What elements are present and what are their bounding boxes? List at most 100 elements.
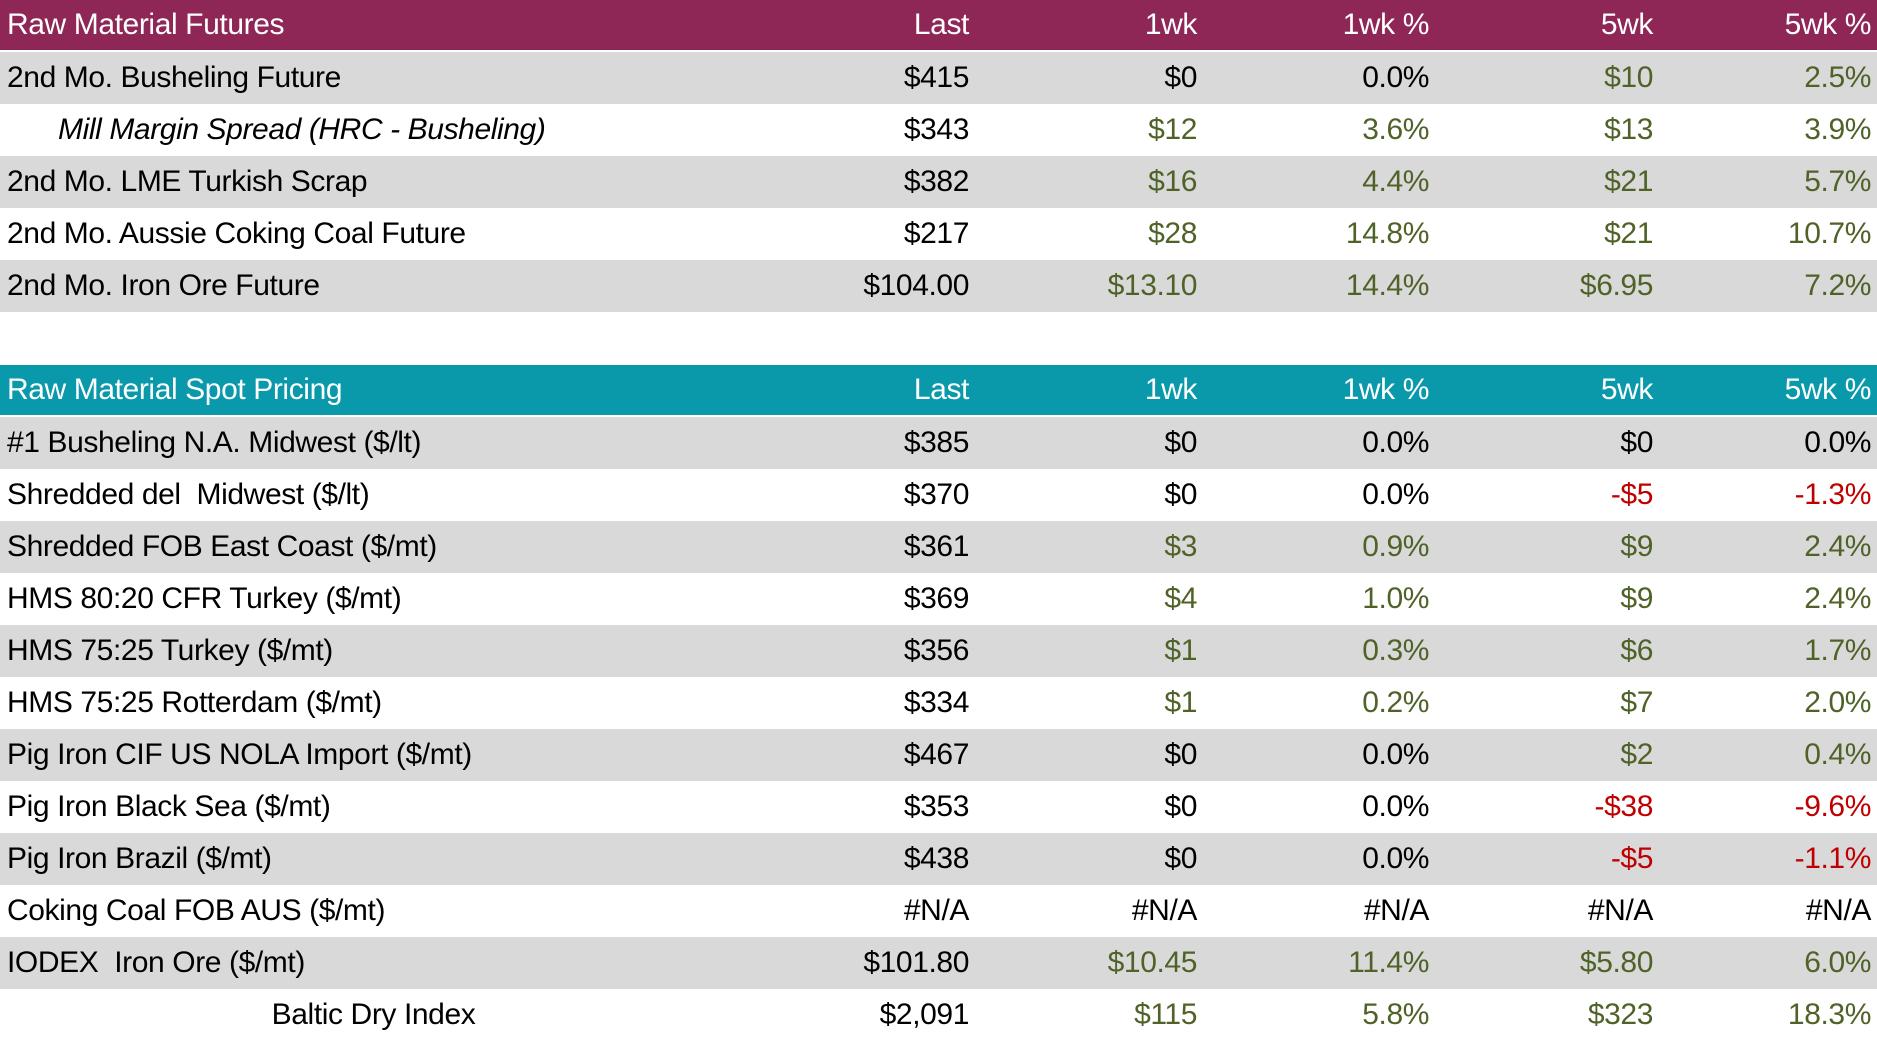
cell-5wk: $5.80 — [1579, 946, 1653, 979]
cell-5wk-pct: 2.4% — [1804, 582, 1871, 615]
cell-5wk: $7 — [1620, 686, 1653, 719]
cell-5wk: $21 — [1604, 165, 1653, 198]
column-header-5wk-pct: 5wk % — [1784, 8, 1872, 41]
table-row: IODEX Iron Ore ($/mt) $101.80 $10.45 11.4% $… — [0, 937, 1877, 989]
cell-1wk-pct: 1.0% — [1362, 582, 1429, 615]
cell-last: #N/A — [903, 894, 970, 927]
cell-1wk: $115 — [1134, 998, 1197, 1031]
table-row: 2nd Mo. Iron Ore Future $104.00 $13.10 14.4… — [0, 260, 1877, 312]
table-row: HMS 75:25 Rotterdam ($/mt) $334 $1 0.2% $7 2.… — [0, 677, 1877, 729]
row-label: #1 Busheling N.A. Midwest ($/lt) — [7, 426, 422, 459]
cell-1wk-pct: 0.0% — [1362, 478, 1429, 511]
cell-last: $343 — [903, 113, 970, 146]
row-label: Baltic Dry Index — [271, 998, 476, 1031]
cell-5wk: #N/A — [1587, 894, 1654, 927]
column-header-last: Last — [913, 373, 970, 406]
cell-1wk: $13.10 — [1107, 269, 1198, 302]
cell-1wk-pct: 14.4% — [1345, 269, 1429, 302]
cell-last: $334 — [903, 686, 970, 719]
row-label: Coking Coal FOB AUS ($/mt) — [7, 894, 386, 927]
column-header-5wk-pct: 5wk % — [1784, 373, 1872, 406]
cell-1wk-pct: 0.2% — [1362, 686, 1429, 719]
cell-5wk-pct: 2.5% — [1804, 61, 1871, 94]
cell-5wk: $9 — [1620, 530, 1653, 563]
cell-1wk: $0 — [1164, 478, 1197, 511]
table-row: 2nd Mo. LME Turkish Scrap $382 $16 4.4% $21 5… — [0, 156, 1877, 208]
cell-1wk: $0 — [1164, 61, 1197, 94]
cell-1wk: $0 — [1164, 790, 1197, 823]
table-row: Shredded del Midwest ($/lt) $370 $0 0.0% -$5… — [0, 469, 1877, 521]
row-label: HMS 75:25 Turkey ($/mt) — [7, 634, 333, 667]
cell-5wk-pct: #N/A — [1805, 894, 1872, 927]
cell-5wk-pct: 0.4% — [1804, 738, 1871, 771]
cell-1wk-pct: 0.0% — [1362, 738, 1429, 771]
cell-1wk: #N/A — [1131, 894, 1198, 927]
column-header-5wk: 5wk — [1600, 373, 1654, 406]
table-header-row: Raw Material Futures Last 1wk 1wk % 5wk 5wk % — [0, 0, 1877, 52]
table-header-row: Raw Material Spot Pricing Last 1wk 1wk % 5wk… — [0, 365, 1877, 417]
column-header-1wk: 1wk — [1144, 373, 1198, 406]
cell-last: $467 — [903, 738, 970, 771]
cell-1wk: $0 — [1164, 426, 1197, 459]
cell-1wk: $3 — [1164, 530, 1197, 563]
cell-last: $353 — [903, 790, 970, 823]
cell-5wk: $10 — [1604, 61, 1653, 94]
cell-1wk-pct: 11.4% — [1348, 946, 1429, 979]
cell-5wk-pct: -1.1% — [1794, 842, 1872, 875]
cell-1wk-pct: 4.4% — [1362, 165, 1429, 198]
cell-5wk-pct: 3.9% — [1804, 113, 1871, 146]
cell-5wk-pct: -9.6% — [1794, 790, 1872, 823]
cell-last: $101.80 — [863, 946, 969, 979]
cell-1wk-pct: 14.8% — [1345, 217, 1429, 250]
cell-5wk-pct: 1.7% — [1804, 634, 1871, 667]
column-header-1wk-pct: 1wk % — [1342, 373, 1430, 406]
row-label: Pig Iron Black Sea ($/mt) — [7, 790, 331, 823]
cell-1wk-pct: 5.8% — [1362, 998, 1429, 1031]
cell-last: $104.00 — [863, 269, 969, 302]
cell-5wk: $6 — [1620, 634, 1653, 667]
row-label: Pig Iron CIF US NOLA Import ($/mt) — [7, 738, 472, 771]
cell-last: $385 — [903, 426, 970, 459]
cell-5wk: -$5 — [1610, 478, 1654, 511]
cell-last: $415 — [903, 61, 970, 94]
cell-5wk-pct: 2.4% — [1804, 530, 1871, 563]
row-label: 2nd Mo. Aussie Coking Coal Future — [7, 217, 466, 250]
cell-last: $382 — [903, 165, 970, 198]
cell-1wk: $0 — [1164, 842, 1197, 875]
cell-5wk: -$38 — [1594, 790, 1654, 823]
raw-material-futures-table: Raw Material Futures Last 1wk 1wk % 5wk 5wk %… — [0, 0, 1877, 312]
cell-1wk-pct: #N/A — [1363, 894, 1430, 927]
cell-1wk: $0 — [1164, 738, 1197, 771]
table-row: Shredded FOB East Coast ($/mt) $361 $3 0.9%… — [0, 521, 1877, 573]
cell-1wk-pct: 0.0% — [1362, 426, 1429, 459]
cell-last: $217 — [903, 217, 970, 250]
row-label: Mill Margin Spread (HRC - Busheling) — [58, 113, 546, 146]
cell-5wk-pct: 10.7% — [1787, 217, 1871, 250]
table-row: Pig Iron CIF US NOLA Import ($/mt) $467 $0… — [0, 729, 1877, 781]
cell-5wk: $9 — [1620, 582, 1653, 615]
row-label: HMS 75:25 Rotterdam ($/mt) — [7, 686, 382, 719]
cell-1wk: $10.45 — [1107, 946, 1198, 979]
table-row: 2nd Mo. Aussie Coking Coal Future $217 $28… — [0, 208, 1877, 260]
table-row: Baltic Dry Index $2,091 $115 5.8% $323 18.3% — [0, 989, 1877, 1041]
table-row: HMS 75:25 Turkey ($/mt) $356 $1 0.3% $6 1.7% — [0, 625, 1877, 677]
table-row: #1 Busheling N.A. Midwest ($/lt) $385 $0 0.… — [0, 417, 1877, 469]
cell-5wk-pct: 0.0% — [1804, 426, 1871, 459]
cell-5wk-pct: 2.0% — [1804, 686, 1871, 719]
column-header-1wk: 1wk — [1144, 8, 1198, 41]
cell-last: $438 — [903, 842, 970, 875]
cell-1wk-pct: 3.6% — [1362, 113, 1429, 146]
table-row: Pig Iron Black Sea ($/mt) $353 $0 0.0% -$38 -… — [0, 781, 1877, 833]
row-label: Shredded FOB East Coast ($/mt) — [7, 530, 437, 563]
cell-5wk: -$5 — [1610, 842, 1654, 875]
cell-last: $370 — [903, 478, 970, 511]
column-header-last: Last — [913, 8, 970, 41]
cell-1wk-pct: 0.0% — [1362, 842, 1429, 875]
cell-5wk-pct: -1.3% — [1794, 478, 1872, 511]
cell-5wk-pct: 6.0% — [1804, 946, 1871, 979]
cell-5wk: $21 — [1604, 217, 1653, 250]
cell-1wk: $16 — [1148, 165, 1197, 198]
cell-last: $356 — [903, 634, 970, 667]
cell-last: $2,091 — [879, 998, 970, 1031]
